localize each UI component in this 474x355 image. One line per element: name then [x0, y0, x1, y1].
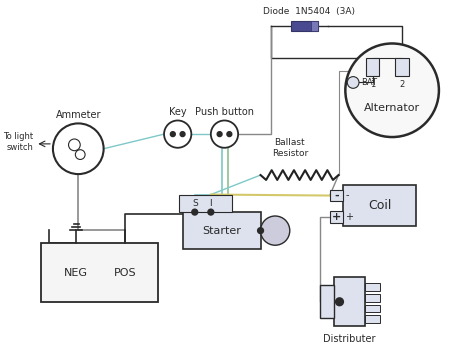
- Circle shape: [192, 209, 198, 215]
- Text: Ammeter: Ammeter: [55, 109, 101, 120]
- Text: POS: POS: [114, 268, 137, 278]
- Text: Push button: Push button: [195, 106, 254, 116]
- Circle shape: [208, 209, 214, 215]
- Circle shape: [336, 298, 343, 306]
- Circle shape: [170, 132, 175, 137]
- Circle shape: [261, 216, 290, 245]
- Text: Alternator: Alternator: [364, 103, 420, 113]
- Circle shape: [53, 124, 104, 174]
- Bar: [320, 285, 334, 318]
- Text: Key: Key: [169, 106, 186, 116]
- Circle shape: [211, 120, 238, 148]
- Text: I: I: [210, 199, 212, 208]
- Text: To light
switch: To light switch: [3, 132, 34, 152]
- Circle shape: [227, 132, 232, 137]
- Text: Starter: Starter: [202, 226, 241, 236]
- Circle shape: [346, 43, 439, 137]
- Text: 2: 2: [399, 80, 404, 88]
- Text: NEG: NEG: [64, 268, 88, 278]
- Bar: [41, 243, 158, 302]
- Bar: [330, 211, 343, 223]
- Text: BAT: BAT: [361, 78, 377, 87]
- Circle shape: [347, 77, 359, 88]
- Circle shape: [164, 120, 191, 148]
- Bar: [330, 190, 343, 201]
- Circle shape: [180, 132, 185, 137]
- Text: Coil: Coil: [368, 199, 392, 212]
- Text: +: +: [332, 212, 341, 222]
- Bar: [182, 212, 261, 249]
- Bar: [365, 294, 381, 302]
- Bar: [365, 316, 381, 323]
- Text: -: -: [346, 191, 349, 201]
- Bar: [365, 283, 381, 291]
- Bar: [343, 185, 417, 226]
- Text: -: -: [334, 191, 339, 201]
- Text: Diode  1N5404  (3A): Diode 1N5404 (3A): [263, 7, 356, 16]
- Bar: [291, 21, 318, 31]
- Bar: [334, 277, 365, 326]
- Text: 1: 1: [370, 80, 375, 88]
- Bar: [366, 58, 380, 76]
- Bar: [311, 21, 318, 31]
- Circle shape: [258, 228, 264, 234]
- Bar: [365, 305, 381, 312]
- Text: S: S: [192, 199, 198, 208]
- Bar: [179, 195, 232, 212]
- Text: +: +: [346, 212, 353, 222]
- Bar: [395, 58, 409, 76]
- Text: Distributer: Distributer: [323, 334, 375, 344]
- Circle shape: [217, 132, 222, 137]
- Text: Ballast
Resistor: Ballast Resistor: [272, 138, 308, 158]
